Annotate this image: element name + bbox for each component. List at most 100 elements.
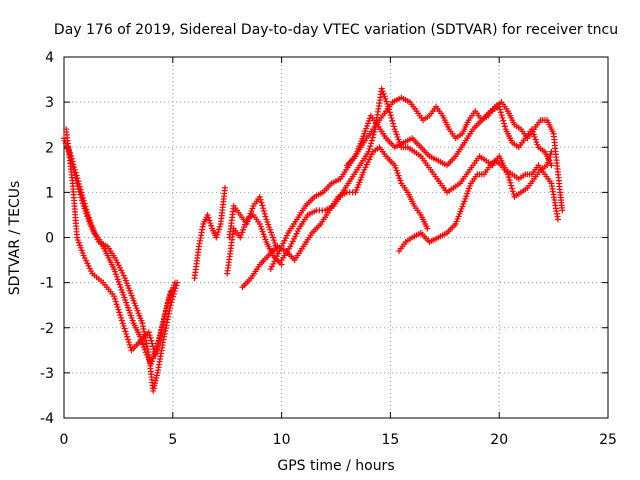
data-point <box>504 171 511 178</box>
data-point <box>119 320 126 327</box>
data-point <box>157 329 164 336</box>
data-point <box>71 163 78 170</box>
data-point <box>367 143 374 150</box>
data-point <box>154 342 161 349</box>
data-point <box>161 315 168 322</box>
data-point <box>159 323 166 330</box>
data-point <box>257 196 264 203</box>
y-tick-label: -4 <box>40 411 54 427</box>
data-point <box>78 189 85 196</box>
data-point <box>82 203 89 210</box>
data-point <box>83 206 90 213</box>
series-track-k <box>343 103 555 169</box>
data-point <box>368 137 375 144</box>
y-tick-label: 1 <box>45 185 54 201</box>
data-point <box>123 331 130 338</box>
data-point <box>76 183 83 190</box>
data-point <box>65 144 72 151</box>
x-tick-label: 25 <box>599 432 617 448</box>
series-track-a <box>61 135 181 394</box>
data-point <box>365 148 372 155</box>
data-point <box>215 229 222 236</box>
data-point <box>73 172 80 179</box>
series-track-i <box>278 85 561 264</box>
data-point <box>69 158 76 165</box>
data-point <box>554 216 561 223</box>
data-point <box>214 231 221 238</box>
series-track-e <box>226 193 281 255</box>
data-point <box>507 179 514 186</box>
data-point <box>271 239 278 246</box>
data-point <box>125 339 132 346</box>
data-point <box>127 344 134 351</box>
data-point <box>161 313 168 320</box>
data-point <box>120 322 127 329</box>
data-point <box>262 213 269 220</box>
series-track-h <box>267 94 566 273</box>
data-point <box>216 223 223 230</box>
data-point <box>126 341 133 348</box>
data-point <box>390 120 397 127</box>
data-point <box>222 184 229 191</box>
series-track-d <box>191 184 229 282</box>
data-point <box>116 309 123 316</box>
data-point <box>269 234 276 241</box>
data-point <box>270 237 277 244</box>
data-point <box>80 195 87 202</box>
data-point <box>156 334 163 341</box>
data-point <box>256 193 263 200</box>
x-tick-label: 20 <box>490 432 508 448</box>
tick-layer: 0 5 10 15 20 25 -4 -3 -2 -1 0 1 2 3 4 <box>40 50 617 448</box>
data-point <box>388 114 395 121</box>
x-tick-label: 0 <box>60 432 69 448</box>
data-point <box>501 120 508 127</box>
data-point <box>163 304 170 311</box>
data-point <box>508 185 515 192</box>
data-point <box>72 169 79 176</box>
data-point <box>166 291 173 298</box>
data-point <box>390 123 397 130</box>
data-layer <box>61 85 566 394</box>
x-tick-label: 10 <box>273 432 291 448</box>
data-point <box>499 114 506 121</box>
y-tick-label: -2 <box>40 321 54 337</box>
data-point <box>149 340 156 347</box>
x-axis-label: GPS time / hours <box>277 458 394 474</box>
data-point <box>215 226 222 233</box>
data-point <box>366 145 373 152</box>
data-point <box>124 333 131 340</box>
data-point <box>155 337 162 344</box>
data-point <box>117 312 124 319</box>
data-point <box>500 117 507 124</box>
data-point <box>208 222 215 229</box>
series-track-f <box>224 211 285 277</box>
y-tick-label: 2 <box>45 140 54 156</box>
data-point <box>71 166 78 173</box>
y-axis-label: SDTVAR / TECUs <box>7 181 23 296</box>
data-point <box>505 174 512 181</box>
grid-layer <box>64 57 608 418</box>
y-tick-label: 4 <box>45 50 54 66</box>
data-point <box>75 180 82 187</box>
data-point <box>66 149 73 156</box>
data-point <box>113 301 120 308</box>
data-point <box>70 161 77 168</box>
data-point <box>167 288 174 295</box>
data-point <box>165 296 172 303</box>
data-point <box>259 202 266 209</box>
data-point <box>111 293 118 300</box>
data-point <box>147 334 154 341</box>
data-point <box>386 109 393 116</box>
data-point <box>79 192 86 199</box>
data-point <box>548 162 555 169</box>
data-point <box>501 123 508 130</box>
data-point <box>81 200 88 207</box>
data-point <box>207 220 214 227</box>
data-point <box>368 140 375 147</box>
data-point <box>510 191 517 198</box>
data-point <box>204 211 211 218</box>
data-point <box>260 207 267 214</box>
data-point <box>497 109 504 116</box>
data-point <box>369 134 376 141</box>
data-point <box>171 279 178 286</box>
